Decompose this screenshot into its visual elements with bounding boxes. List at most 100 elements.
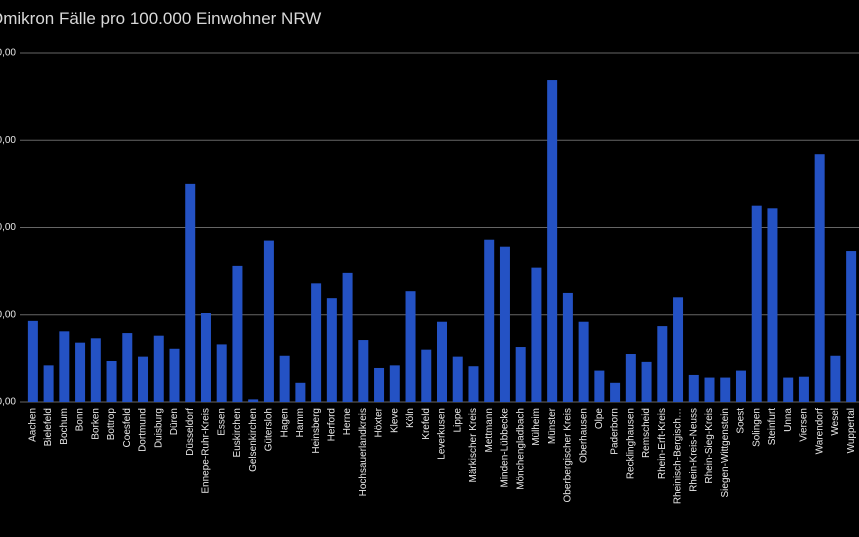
x-tick-label: Wesel [830,408,841,436]
bar [389,365,400,402]
x-tick-label: Leverkusen [437,408,448,460]
bar [27,320,38,402]
bar [657,326,668,402]
bar [153,335,164,402]
x-tick-label: Rhein-Sieg-Kreis [704,408,715,484]
bar [295,382,306,402]
x-tick-label: Coesfeld [122,408,133,447]
x-tick-label: Höxter [374,407,385,437]
bar [122,333,133,402]
bar [499,246,510,402]
bar [43,365,54,402]
x-tick-label: Oberhausen [578,408,589,463]
bar [562,292,573,402]
bar [421,349,432,402]
x-tick-label: Duisburg [153,408,164,448]
x-tick-label: Siegen-Wittgenstein [720,408,731,498]
bar [405,291,416,402]
x-tick-label: Steinfurt [767,408,778,445]
chart-title: Omikron Fälle pro 100.000 Einwohner NRW [0,9,321,28]
bar [358,340,369,402]
bar [248,399,259,402]
x-tick-label: Euskirchen [232,408,243,457]
x-tick-label: Aachen [28,408,39,442]
x-tick-label: Herford [326,408,337,441]
x-tick-label: Bochum [59,408,70,445]
bar [342,272,353,402]
bar [169,348,180,402]
bar [106,360,117,402]
bar [735,370,746,402]
x-tick-label: Münster [547,407,558,444]
bar [90,338,101,402]
x-tick-label: Mülheim [531,408,542,446]
bar [625,354,636,402]
bar [767,208,778,402]
y-tick-label: 0,00 [0,397,16,408]
bar [326,298,337,402]
y-tick-label: 20,00 [0,222,16,233]
bar [798,376,809,402]
x-tick-label: Wuppertal [846,408,857,453]
bar [75,342,86,402]
x-tick-label: Heinsberg [311,408,322,454]
x-tick-label: Lippe [452,408,463,433]
x-tick-label: Bottrop [106,408,117,441]
bar [704,377,715,402]
x-tick-label: Mettmann [484,408,495,452]
x-tick-label: Gütersloh [264,408,275,451]
bar [830,355,841,402]
x-tick-label: Minden-Lübbecke [500,408,511,488]
x-tick-label: Mönchengladbach [515,408,526,490]
y-tick-label: 10,00 [0,309,16,320]
x-tick-label: Hagen [279,408,290,437]
y-tick-label: 40,00 [0,48,16,59]
bar [531,267,542,402]
bar [720,377,731,402]
x-tick-label: Kleve [389,408,400,433]
x-tick-label: Soest [736,408,747,434]
x-tick-label: Köln [405,408,416,428]
x-tick-label: Oberbergischer Kreis [563,408,574,502]
x-tick-label: Bielefeld [43,408,54,446]
x-tick-label: Krefeld [421,408,432,440]
x-tick-label: Unna [783,408,794,432]
bar [688,374,699,402]
bar [437,321,447,402]
y-tick-label: 30,00 [0,135,16,146]
bar [452,356,463,402]
bar [468,366,479,402]
bar [641,361,652,402]
x-tick-label: Viersen [799,408,810,442]
x-tick-label: Olpe [594,408,605,430]
x-tick-label: Recklinghausen [625,408,636,479]
bar [846,251,857,402]
bar [751,205,762,402]
bar [232,265,243,402]
x-tick-label: Rhein-Erft-Kreis [657,408,668,479]
x-tick-label: Ennepe-Ruhr-Kreis [201,408,212,494]
x-tick-label: Gelsenkirchen [248,408,259,472]
bar [185,183,196,402]
bar [515,347,526,402]
x-tick-label: Solingen [751,408,762,447]
bar [59,331,70,402]
bar [279,355,290,402]
x-tick-label: Düren [169,408,180,435]
x-tick-label: Dortmund [138,408,149,452]
bar [311,283,322,402]
bar [673,297,684,402]
bar [216,344,227,402]
x-tick-label: Bonn [75,408,86,431]
bar [578,321,589,402]
bar [594,370,605,402]
x-tick-label: Rhein-Kreis-Neuss [688,408,699,492]
bar [200,313,211,402]
bar [783,377,794,402]
x-tick-label: Warendorf [814,408,825,455]
bar [374,367,385,402]
bar [263,240,274,402]
x-tick-label: Essen [216,408,227,436]
bar [138,356,149,402]
